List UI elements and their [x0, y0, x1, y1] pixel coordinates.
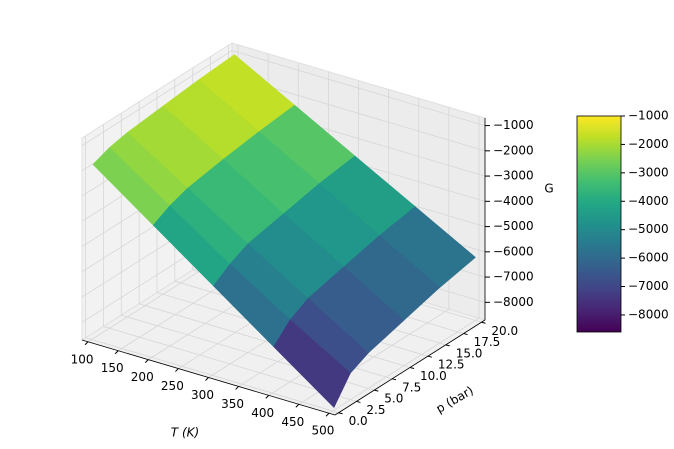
- y-axis-label: p (bar): [434, 383, 476, 415]
- x-tick-label: 400: [251, 406, 274, 420]
- grid-line: [81, 50, 486, 146]
- tick-mark: [392, 378, 397, 381]
- colorbar-tick-label: −1000: [628, 109, 669, 123]
- colorbar-tick-label: −5000: [628, 222, 669, 236]
- tick-mark: [481, 321, 486, 324]
- z-tick-label: −1000: [493, 118, 534, 132]
- tick-mark: [374, 389, 379, 392]
- tick-mark: [295, 403, 300, 408]
- colorbar-tick-label: −7000: [628, 279, 669, 293]
- tick-mark: [84, 341, 89, 346]
- axis-line: [81, 339, 336, 416]
- tick-mark: [445, 344, 450, 347]
- grid-line: [85, 135, 339, 414]
- y-tick-label: 2.5: [366, 403, 385, 417]
- x-tick-label: 250: [161, 379, 184, 393]
- colorbar-tick-label: −3000: [628, 165, 669, 179]
- x-tick-label: 150: [101, 361, 124, 375]
- y-tick-label: 12.5: [438, 358, 465, 372]
- tick-mark: [463, 333, 468, 336]
- surface-patch: [273, 319, 351, 409]
- y-tick-label: 17.5: [474, 335, 501, 349]
- y-tick-label: 0.0: [349, 414, 368, 428]
- z-tick-label: −6000: [493, 244, 534, 258]
- tick-mark: [235, 386, 239, 390]
- tick-mark: [144, 359, 149, 363]
- tick-mark: [338, 412, 343, 415]
- colorbar-tick-label: −6000: [628, 251, 669, 265]
- x-tick-label: 300: [191, 388, 214, 402]
- tick-mark: [409, 367, 415, 369]
- y-tick-label: 5.0: [384, 392, 403, 406]
- colorbar-tick-label: −4000: [628, 194, 669, 208]
- z-tick-label: −8000: [493, 295, 534, 309]
- colorbar-tick-label: −2000: [628, 137, 669, 151]
- tick-mark: [265, 395, 270, 399]
- x-tick-label: 100: [71, 352, 94, 366]
- tick-mark: [427, 355, 432, 358]
- grid-line: [103, 124, 357, 402]
- x-tick-label: 350: [221, 397, 244, 411]
- y-tick-label: 10.0: [420, 369, 447, 383]
- y-tick-label: 20.0: [491, 324, 518, 338]
- z-tick-label: −2000: [493, 143, 534, 157]
- x-tick-label: 450: [281, 415, 304, 429]
- colorbar-tick-label: −8000: [628, 307, 669, 321]
- axis-line: [334, 319, 486, 416]
- z-axis-label: G: [544, 182, 553, 196]
- z-tick-label: −5000: [493, 219, 534, 233]
- y-tick-label: 7.5: [402, 380, 421, 394]
- z-tick-label: −4000: [493, 194, 534, 208]
- x-tick-label: 500: [312, 424, 335, 438]
- tick-mark: [205, 377, 209, 381]
- tick-mark: [325, 412, 330, 417]
- x-tick-label: 200: [131, 370, 154, 384]
- colorbar: [576, 115, 622, 333]
- tick-mark: [356, 400, 361, 403]
- z-tick-label: −3000: [493, 169, 534, 183]
- z-tick-label: −7000: [493, 270, 534, 284]
- x-axis-label: T (K): [171, 426, 199, 440]
- y-tick-label: 15.0: [456, 346, 483, 360]
- tick-mark: [175, 368, 179, 372]
- grid-line: [328, 116, 480, 414]
- tick-mark: [114, 350, 119, 355]
